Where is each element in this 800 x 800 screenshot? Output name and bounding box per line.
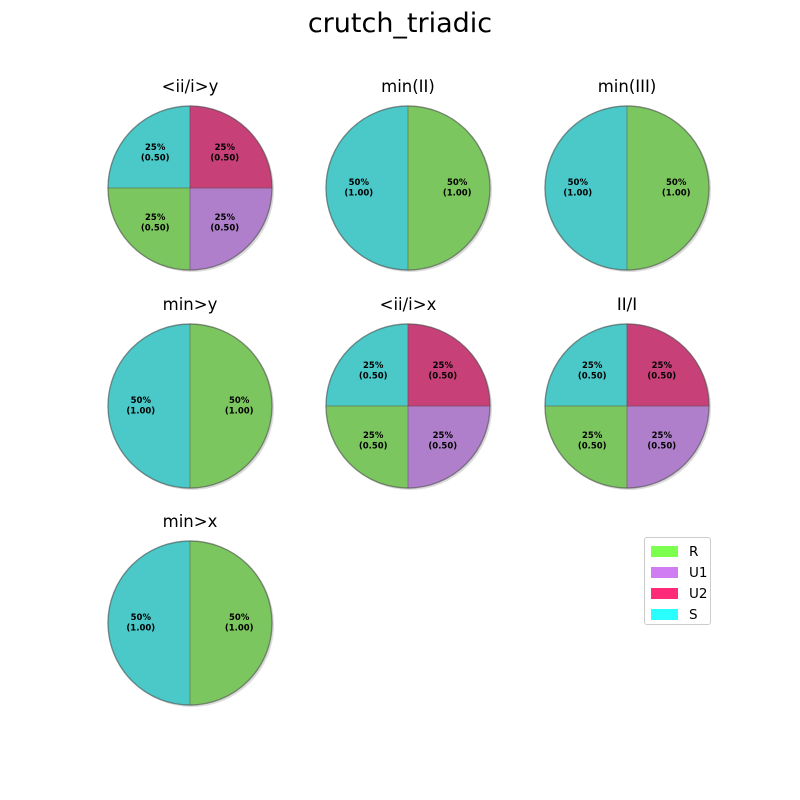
legend-swatch-u1 (651, 567, 678, 578)
legend-item-s: S (645, 604, 710, 625)
slice-label: 50% (1.00) (225, 396, 254, 417)
slice-label-line: (0.50) (578, 441, 607, 451)
pie-title: min(II) (381, 77, 435, 96)
slice-label-line: (1.00) (443, 189, 472, 199)
pie-title: <ii/i>x (380, 295, 437, 314)
pie-outline (325, 323, 491, 489)
slice-label-line: (1.00) (225, 407, 254, 417)
slice-label: 25% (0.50) (578, 361, 607, 382)
slice-label-line: 25% (363, 361, 384, 371)
pie-title: min>x (163, 512, 218, 531)
slice-label-line: (0.50) (428, 372, 457, 382)
slice-label-line: (1.00) (344, 189, 373, 199)
slice-label: 25% (0.50) (141, 143, 170, 164)
chart-title: crutch_triadic (307, 8, 493, 39)
slice-label: 50% (1.00) (344, 178, 373, 199)
slice-label-line: (0.50) (647, 441, 676, 451)
pie-outline (107, 105, 273, 271)
pie-outline (325, 105, 491, 271)
slice-label-line: (0.50) (359, 372, 388, 382)
slice-label-line: 50% (229, 396, 250, 406)
slice-label-line: (1.00) (126, 624, 155, 634)
slice-label: 25% (0.50) (359, 431, 388, 452)
slice-label: 50% (1.00) (662, 178, 691, 199)
slice-label-line: 50% (568, 178, 589, 188)
slice-label-line: 25% (433, 431, 454, 441)
pie-outline (544, 105, 710, 271)
slice-label-line: (0.50) (210, 154, 239, 164)
slice-label-line: 25% (363, 431, 384, 441)
slice-label-line: 25% (215, 213, 236, 223)
pie-outline (107, 540, 273, 706)
pie-title: min>y (163, 295, 218, 314)
slice-label-line: (0.50) (210, 223, 239, 233)
pie-3: min(III)50% (1.00)50% (1.00) (544, 77, 711, 272)
slice-label: 25% (0.50) (428, 431, 457, 452)
pie-4: min>y50% (1.00)50% (1.00) (107, 295, 274, 490)
legend: R U1 U2 S (644, 537, 711, 625)
pie-5: <ii/i>x25% (0.50)25% (0.50)25% (0.50)25% (0.… (325, 295, 492, 490)
slice-label-line: (1.00) (563, 189, 592, 199)
slice-label: 25% (0.50) (647, 431, 676, 452)
legend-label-u2: U2 (689, 585, 708, 602)
slice-label: 25% (0.50) (210, 143, 239, 164)
slice-label: 25% (0.50) (578, 431, 607, 452)
slice-label-line: 50% (131, 396, 152, 406)
legend-label-u1: U1 (689, 564, 708, 581)
legend-swatch-u2 (651, 588, 678, 599)
slice-label-line: (0.50) (428, 441, 457, 451)
pie-title: II/I (617, 295, 637, 314)
legend-item-u2: U2 (645, 583, 710, 604)
legend-label-s: S (689, 606, 698, 623)
pie-6: II/I25% (0.50)25% (0.50)25% (0.50)25% (0.50) (544, 295, 711, 490)
slice-label-line: (1.00) (126, 407, 155, 417)
slice-label-line: 25% (582, 431, 603, 441)
slice-label: 25% (0.50) (359, 361, 388, 382)
slice-label-line: 25% (433, 361, 454, 371)
slice-label-line: 25% (215, 143, 236, 153)
slice-label-line: 25% (652, 431, 673, 441)
legend-item-u1: U1 (645, 562, 710, 583)
pie-title: <ii/i>y (162, 77, 219, 96)
slice-label-line: 50% (447, 178, 468, 188)
slice-label: 25% (0.50) (210, 213, 239, 234)
slice-label-line: (1.00) (225, 624, 254, 634)
slice-label-line: 25% (582, 361, 603, 371)
legend-label-r: R (689, 543, 699, 560)
legend-swatch-s (651, 609, 678, 620)
legend-swatch-r (651, 546, 678, 557)
slice-label-line: (0.50) (647, 372, 676, 382)
pie-outline (107, 323, 273, 489)
slice-label: 25% (0.50) (428, 361, 457, 382)
slice-label-line: (0.50) (359, 441, 388, 451)
pie-1: <ii/i>y25% (0.50)25% (0.50)25% (0.50)25% (0.… (107, 77, 274, 272)
slice-label-line: 25% (652, 361, 673, 371)
slice-label: 50% (1.00) (563, 178, 592, 199)
slice-label-line: (1.00) (662, 189, 691, 199)
slice-label: 50% (1.00) (126, 396, 155, 417)
slice-label-line: 25% (145, 213, 166, 223)
pie-title: min(III) (598, 77, 657, 96)
slice-label-line: 50% (229, 613, 250, 623)
pie-7: min>x50% (1.00)50% (1.00) (107, 512, 274, 707)
pie-outline (544, 323, 710, 489)
slice-label-line: (0.50) (578, 372, 607, 382)
slice-label: 50% (1.00) (443, 178, 472, 199)
slice-label-line: (0.50) (141, 154, 170, 164)
slice-label: 25% (0.50) (141, 213, 170, 234)
slice-label: 50% (1.00) (126, 613, 155, 634)
slice-label-line: 50% (349, 178, 370, 188)
slice-label: 25% (0.50) (647, 361, 676, 382)
slice-label-line: (0.50) (141, 223, 170, 233)
pie-2: min(II)50% (1.00)50% (1.00) (325, 77, 492, 272)
legend-item-r: R (645, 541, 710, 562)
slice-label-line: 50% (131, 613, 152, 623)
slice-label-line: 50% (666, 178, 687, 188)
slice-label: 50% (1.00) (225, 613, 254, 634)
slice-label-line: 25% (145, 143, 166, 153)
